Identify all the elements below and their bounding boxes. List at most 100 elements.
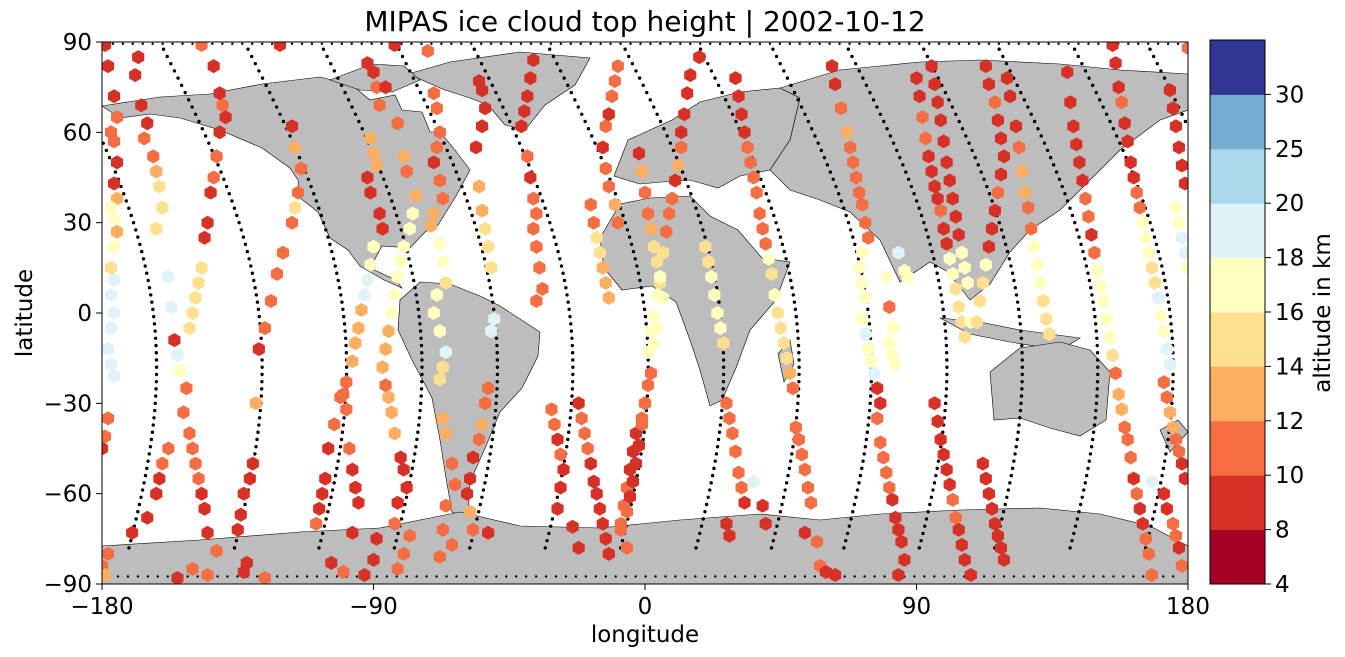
track-dot xyxy=(487,459,491,463)
cloud-height-marker xyxy=(102,59,115,74)
colorbar-tick-label: 20 xyxy=(1275,191,1304,217)
track-dot xyxy=(662,127,666,131)
cloud-height-marker xyxy=(470,140,483,155)
track-dot xyxy=(990,199,994,203)
track-dot xyxy=(197,119,201,124)
track-dot xyxy=(253,452,257,456)
track-dot xyxy=(813,575,817,578)
track-dot xyxy=(635,264,639,268)
track-dot xyxy=(534,575,538,578)
track-dot xyxy=(583,119,587,124)
cloud-height-marker xyxy=(835,101,848,116)
track-dot xyxy=(791,293,795,297)
track-dot xyxy=(154,372,159,377)
cloud-height-marker xyxy=(464,471,477,486)
track-dot xyxy=(1020,365,1025,369)
track-dot xyxy=(420,351,424,355)
cloud-height-marker xyxy=(614,522,627,537)
cloud-height-marker xyxy=(1079,191,1092,206)
cloud-height-marker xyxy=(599,119,612,134)
track-dot xyxy=(599,155,603,160)
cloud-height-marker xyxy=(102,429,112,444)
track-dot xyxy=(538,192,542,196)
cloud-height-marker xyxy=(1004,89,1017,104)
track-dot xyxy=(1141,199,1145,203)
cloud-height-marker xyxy=(286,119,299,134)
cloud-height-marker xyxy=(596,260,609,275)
track-dot xyxy=(1003,242,1008,247)
cloud-height-marker xyxy=(608,197,621,212)
cloud-height-marker xyxy=(258,321,271,336)
cloud-height-marker xyxy=(445,537,458,552)
track-dot xyxy=(508,119,512,124)
y-axis-label: latitude xyxy=(12,269,38,357)
track-dot xyxy=(341,423,345,427)
cloud-height-marker xyxy=(527,53,540,68)
track-dot xyxy=(674,155,679,160)
track-dot xyxy=(1082,575,1085,578)
track-dot xyxy=(570,379,575,384)
track-dot xyxy=(806,119,811,124)
track-dot xyxy=(866,423,870,427)
cloud-height-marker xyxy=(379,342,392,357)
cloud-height-marker xyxy=(1121,432,1134,447)
cloud-height-marker xyxy=(370,158,383,173)
track-dot xyxy=(895,148,899,153)
track-dot xyxy=(733,575,737,578)
track-dot xyxy=(1090,437,1095,442)
track-dot xyxy=(493,408,498,413)
cloud-height-marker xyxy=(485,260,498,275)
track-dot xyxy=(1171,372,1175,377)
track-dot xyxy=(420,372,424,377)
track-dot xyxy=(394,213,399,218)
cloud-height-marker xyxy=(1016,164,1029,179)
cloud-height-marker xyxy=(252,342,265,357)
cloud-height-marker xyxy=(1124,155,1137,170)
track-dot xyxy=(1078,502,1083,507)
track-dot xyxy=(548,524,553,528)
cloud-height-marker xyxy=(1154,309,1167,323)
track-dot xyxy=(545,213,550,218)
track-dot xyxy=(566,430,571,434)
cloud-height-marker xyxy=(476,119,489,134)
cloud-height-marker xyxy=(461,486,474,501)
track-dot xyxy=(1072,531,1076,536)
track-dot xyxy=(964,134,968,138)
track-dot xyxy=(658,119,663,124)
cloud-height-marker xyxy=(1127,471,1140,486)
track-dot xyxy=(703,235,707,239)
track-dot xyxy=(1148,220,1152,225)
cloud-height-marker xyxy=(1142,245,1155,260)
cloud-height-marker xyxy=(105,321,118,336)
cloud-height-marker xyxy=(729,71,742,86)
track-dot xyxy=(853,575,856,578)
cloud-height-marker xyxy=(1028,239,1041,254)
track-dot xyxy=(852,502,857,507)
track-dot xyxy=(404,495,409,499)
track-dot xyxy=(440,42,443,46)
track-dot xyxy=(152,416,156,420)
track-dot xyxy=(727,105,731,109)
cloud-height-marker xyxy=(108,369,121,384)
australia-landmass xyxy=(989,341,1111,437)
track-dot xyxy=(497,98,502,102)
cloud-height-marker xyxy=(976,456,989,471)
track-dot xyxy=(882,119,886,124)
track-dot xyxy=(476,510,481,514)
cloud-height-marker xyxy=(1115,95,1128,110)
track-dot xyxy=(873,575,876,578)
track-dot xyxy=(328,242,332,247)
track-dot xyxy=(422,98,426,102)
track-dot xyxy=(416,307,421,312)
cloud-height-marker xyxy=(952,522,965,537)
cloud-height-marker xyxy=(886,321,899,336)
cloud-height-marker xyxy=(436,254,449,269)
x-tick-label: 180 xyxy=(1166,594,1210,620)
track-dot xyxy=(550,517,555,521)
cloud-height-marker xyxy=(931,95,944,110)
cloud-height-marker xyxy=(1073,155,1086,170)
track-dot xyxy=(224,184,229,189)
track-dot xyxy=(1063,192,1067,196)
track-dot xyxy=(278,112,282,116)
track-dot xyxy=(483,69,487,73)
